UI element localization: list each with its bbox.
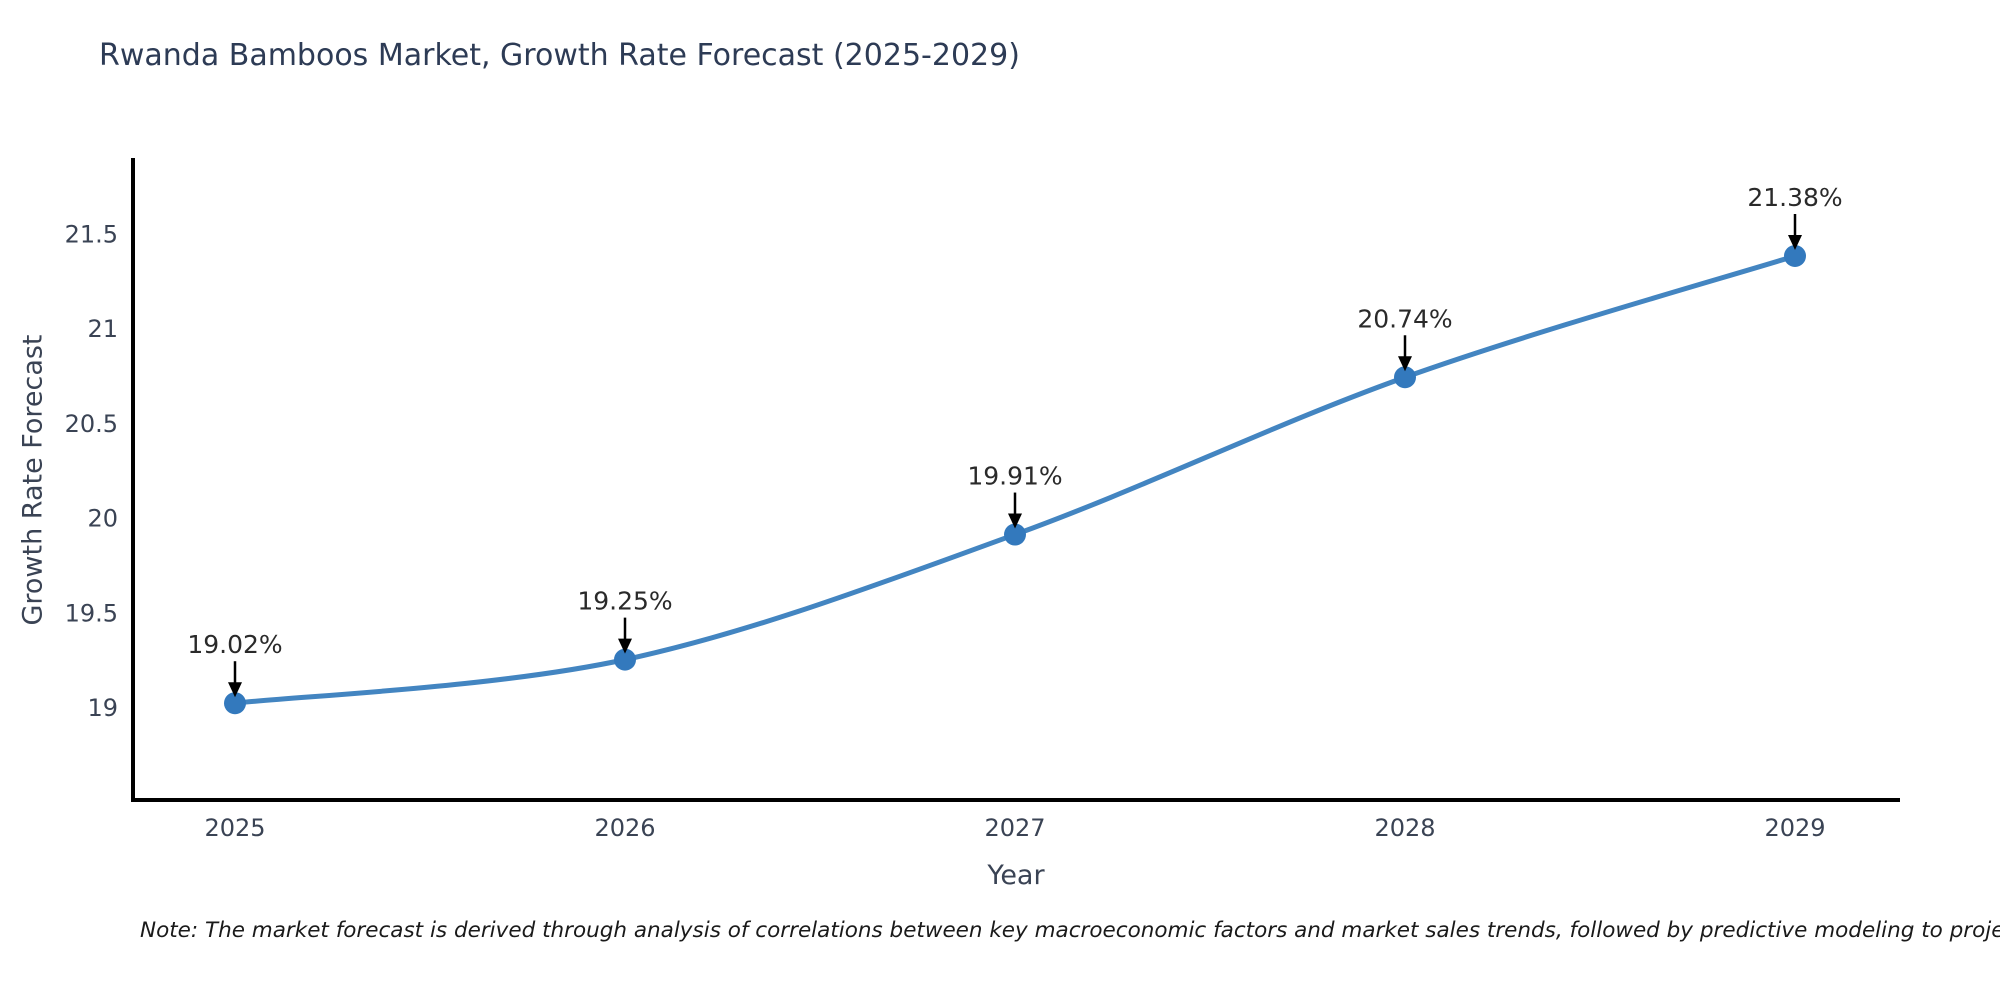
annotation-arrowhead-icon	[1788, 234, 1802, 250]
annotation-arrowhead-icon	[618, 638, 632, 654]
annotation-2026: 19.25%	[577, 587, 673, 654]
data-point-2029	[1784, 244, 1806, 267]
x-tick-label: 2026	[594, 814, 655, 842]
x-tick-label: 2027	[984, 814, 1045, 842]
annotation-arrowhead-icon	[1008, 513, 1022, 529]
x-axis-title: Year	[987, 860, 1045, 891]
y-tick-label: 19.5	[65, 599, 118, 627]
x-tick-label: 2028	[1374, 814, 1435, 842]
data-point-2028	[1394, 366, 1416, 389]
footnote: Note: The market forecast is derived thr…	[140, 918, 2000, 943]
x-tick-label: 2029	[1764, 814, 1825, 842]
point-value-label: 19.25%	[577, 587, 672, 616]
y-tick-label: 20.5	[65, 410, 118, 438]
y-tick-label: 21	[87, 315, 118, 343]
annotation-arrowhead-icon	[1398, 356, 1412, 372]
point-value-label: 20.74%	[1357, 304, 1452, 333]
data-point-2027	[1004, 523, 1026, 546]
y-tick-label: 19	[87, 694, 118, 722]
point-value-label: 19.02%	[187, 630, 282, 659]
y-tick-label: 21.5	[65, 220, 118, 248]
chart-title: Rwanda Bamboos Market, Growth Rate Forec…	[99, 38, 1020, 73]
y-axis-title: Growth Rate Forecast	[17, 334, 49, 626]
point-value-label: 19.91%	[967, 462, 1062, 491]
x-tick-label: 2025	[204, 814, 265, 842]
point-value-label: 21.38%	[1747, 183, 1842, 212]
annotation-2028: 20.74%	[1357, 304, 1453, 372]
annotation-arrowhead-icon	[228, 682, 242, 698]
data-point-2026	[614, 648, 636, 671]
y-tick-label: 20	[87, 505, 118, 533]
data-point-2025	[224, 692, 246, 715]
annotation-2029: 21.38%	[1747, 183, 1843, 250]
annotation-2025: 19.02%	[187, 630, 283, 698]
annotation-2027: 19.91%	[967, 462, 1063, 529]
